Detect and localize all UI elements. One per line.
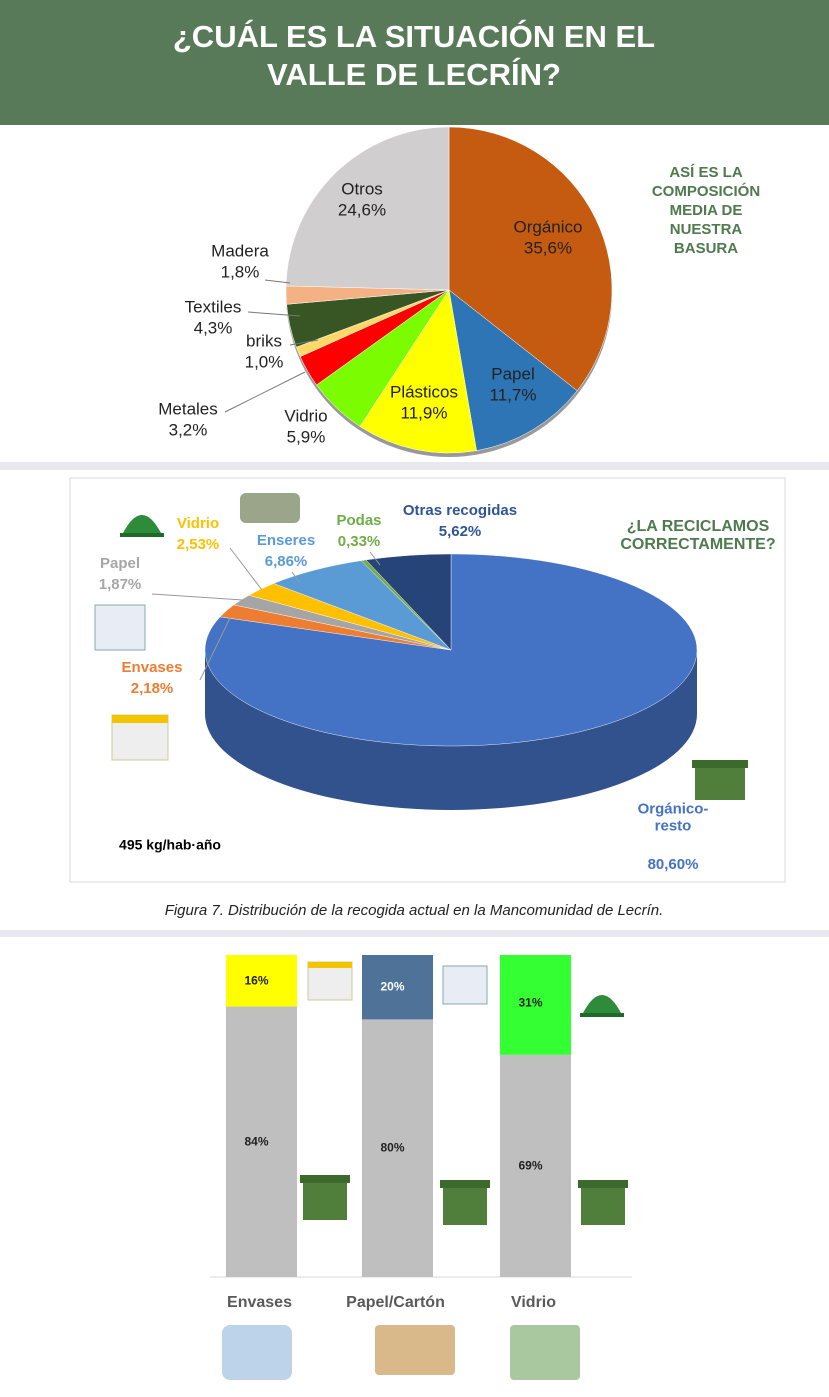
annotation: ¿LA RECICLAMOS	[626, 518, 770, 536]
caption: Figura 7. Distribución de la recogida ac…	[164, 901, 664, 919]
slice-value: 1,0%	[244, 352, 284, 372]
bar-label: 20%	[380, 979, 405, 994]
leader-line	[291, 571, 301, 584]
slice-value: 0,33%	[337, 532, 381, 550]
slice-value: 5,62%	[438, 522, 482, 540]
slice-label: Enseres	[256, 531, 316, 549]
annotation: NUESTRA	[669, 220, 743, 238]
bar-segment	[362, 1019, 433, 1277]
x-tick-label: Envases	[227, 1294, 292, 1312]
slice-value: 1,8%	[220, 262, 260, 282]
leader-line	[224, 371, 306, 413]
bar-segment	[362, 955, 433, 1020]
slice-value: 6,86%	[264, 552, 308, 570]
slice-label: Envases	[121, 658, 183, 676]
slice-label: Orgánico	[513, 217, 583, 237]
bar-label: 16%	[244, 973, 269, 988]
slice-value: 3,2%	[168, 420, 208, 440]
pie-slice	[273, 560, 452, 651]
slice-value: 80,60%	[647, 855, 699, 873]
chart-frame	[69, 477, 786, 883]
x-tick-label: Papel/Cartón	[346, 1294, 445, 1312]
slice-label: Papel	[99, 554, 141, 572]
leader-line	[289, 339, 319, 346]
bar-segment	[500, 955, 571, 1055]
slice-value: 11,7%	[489, 385, 537, 405]
slice-label: Madera	[211, 241, 269, 261]
slice-label: Otros	[341, 179, 383, 199]
bar-label: 31%	[518, 995, 543, 1010]
slice-label: Textiles	[184, 297, 242, 317]
note: 495 kg/hab·año	[119, 836, 221, 853]
title-line: VALLE DE LECRÍN?	[267, 56, 561, 92]
annotation: MEDIA DE	[669, 201, 743, 219]
leader-line	[264, 279, 291, 284]
bar-segment	[226, 955, 297, 1007]
leader-line	[247, 311, 301, 317]
bar-label: 84%	[244, 1134, 269, 1149]
slice-side	[205, 650, 697, 810]
leader-line	[369, 551, 381, 566]
slice-label: Podas	[336, 511, 382, 529]
slice-label: Metales	[158, 399, 218, 419]
pie-slice	[448, 289, 578, 451]
leader-line	[199, 617, 231, 681]
leader-line	[229, 547, 263, 591]
separator	[0, 462, 829, 470]
slice-value: 1,87%	[98, 575, 142, 593]
x-tick-label: Vidrio	[510, 1294, 557, 1312]
annotation: BASURA	[673, 239, 739, 257]
slice-label: Papel	[491, 364, 535, 384]
slice-value: 24,6%	[337, 200, 387, 220]
slice-value: 35,6%	[523, 238, 573, 258]
icons	[94, 493, 748, 1380]
slice-value: 2,53%	[176, 535, 220, 553]
annotation: ASÍ ES LA	[669, 163, 743, 181]
slice-value: 4,3%	[193, 318, 233, 338]
pie-slice	[359, 289, 477, 454]
slice-label: Vidrio	[176, 514, 220, 532]
slice-value: 11,9%	[400, 403, 448, 423]
slice-value: 2,18%	[130, 679, 174, 697]
slice-label: Orgánico-resto	[637, 800, 709, 834]
slice-value: 5,9%	[286, 427, 326, 447]
title-line: ¿CUÁL ES LA SITUACIÓN EN EL	[172, 18, 656, 54]
leader-line	[151, 593, 244, 601]
bar-segment	[500, 1054, 571, 1277]
pie-slice	[285, 126, 450, 291]
slice-label: Plásticos	[389, 382, 459, 402]
pie-slice	[448, 126, 613, 392]
separator	[0, 930, 829, 937]
bar-segment	[226, 1006, 297, 1277]
bar-label: 80%	[380, 1140, 405, 1155]
bar-label: 69%	[518, 1158, 543, 1173]
slice-label: Vidrio	[284, 406, 328, 426]
annotation: COMPOSICIÓN	[651, 182, 761, 200]
annotation: CORRECTAMENTE?	[620, 536, 776, 554]
pie-slice	[365, 553, 452, 651]
slice-label: Otras recogidas	[402, 501, 518, 519]
header-band	[0, 0, 829, 125]
slice-label: briks	[246, 331, 282, 351]
